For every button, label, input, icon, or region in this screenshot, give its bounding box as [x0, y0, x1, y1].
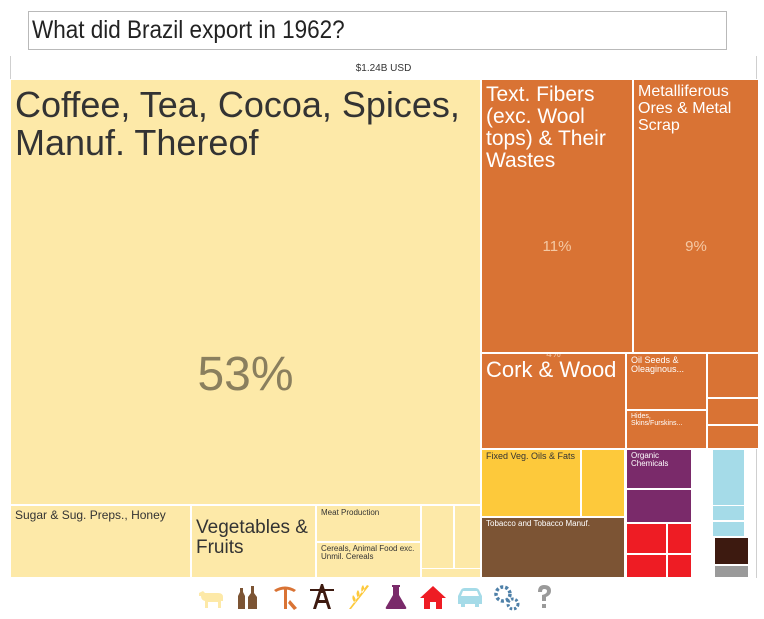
- treemap-tile[interactable]: Sugar & Sug. Preps., Honey4%: [10, 505, 191, 578]
- tile-label: Organic Chemicals: [631, 451, 669, 469]
- treemap-tile[interactable]: Hides, Skins/Furskins...0.8%: [626, 410, 707, 449]
- tile-label: Tobacco and Tobacco Manuf.: [486, 519, 590, 528]
- treemap-tile[interactable]: 0.27%: [707, 425, 759, 449]
- treemap-tile[interactable]: Cork & Wood 4%: [481, 353, 626, 449]
- tile-share-label: 11%: [542, 238, 572, 256]
- bottles-icon[interactable]: [233, 582, 263, 612]
- oil-rig-icon[interactable]: [307, 582, 337, 612]
- treemap-tile[interactable]: 0.87%: [581, 449, 625, 517]
- tile-share-label: 53%: [197, 348, 294, 402]
- tile-share-label: 9%: [685, 238, 707, 256]
- tile-label: Coffee, Tea, Cocoa, Spices, Manuf. There…: [15, 84, 460, 163]
- treemap-tile[interactable]: Meat Production1%: [316, 505, 421, 542]
- treemap-tile[interactable]: Oil Seeds & Oleaginous...1%: [626, 353, 707, 410]
- treemap-tile[interactable]: Cereals, Animal Food exc. Unmil. Cereals…: [316, 542, 421, 578]
- treemap-tile[interactable]: Text. Fibers (exc. Wool tops) & Their Wa…: [481, 79, 633, 353]
- treemap: Coffee, Tea, Cocoa, Spices, Manuf. There…: [10, 79, 759, 578]
- car-icon[interactable]: [455, 582, 485, 612]
- treemap-tile[interactable]: 0.26%: [714, 537, 749, 565]
- treemap-tile[interactable]: Fixed Veg. Oils & Fats2%: [481, 449, 581, 517]
- total-value-label: $1.24B USD: [355, 63, 412, 74]
- question-text: What did Brazil export in 1962?: [32, 16, 345, 44]
- house-icon[interactable]: [418, 582, 448, 612]
- treemap-tile[interactable]: 0.21%: [667, 523, 692, 554]
- tile-label: Hides, Skins/Furskins...: [631, 413, 683, 428]
- treemap-tile[interactable]: Organic Chemicals0.69%: [626, 449, 692, 489]
- question-box[interactable]: What did Brazil export in 1962?: [28, 11, 727, 50]
- treemap-tile[interactable]: Vegetables & Fruits2%: [191, 505, 316, 578]
- tile-label: Cork & Wood: [486, 357, 617, 382]
- category-bar: [0, 578, 764, 619]
- gears-icon[interactable]: [492, 582, 522, 612]
- tile-label: Meat Production: [321, 508, 380, 517]
- treemap-tile[interactable]: 0.36%: [454, 505, 481, 578]
- tile-share-label: 4%: [546, 353, 561, 360]
- flask-icon[interactable]: [381, 582, 411, 612]
- pickaxe-icon[interactable]: [270, 582, 300, 612]
- treemap-tile[interactable]: 0.36%: [707, 398, 759, 425]
- treemap-tile[interactable]: Tobacco and Tobacco Manuf.2%: [481, 517, 625, 578]
- treemap-tile[interactable]: 0.14%: [712, 521, 745, 537]
- wheat-icon[interactable]: [344, 582, 374, 612]
- treemap-tile[interactable]: 0.41%: [626, 523, 667, 554]
- tile-label: Oil Seeds & Oleaginous...: [631, 355, 685, 375]
- animal-icon[interactable]: [196, 582, 226, 612]
- tile-label: Metalliferous Ores & Metal Scrap: [638, 83, 732, 134]
- treemap-tile[interactable]: 0.14%: [667, 554, 692, 578]
- treemap-tile[interactable]: 0.33%: [421, 568, 481, 578]
- treemap-tile[interactable]: Coffee, Tea, Cocoa, Spices, Manuf. There…: [10, 79, 481, 505]
- tile-label: Text. Fibers (exc. Wool tops) & Their Wa…: [486, 83, 606, 173]
- tile-label: Sugar & Sug. Preps., Honey: [15, 508, 166, 522]
- treemap-tile[interactable]: 0.15%: [712, 505, 745, 521]
- treemap-tile[interactable]: Metalliferous Ores & Metal Scrap 9%: [633, 79, 759, 353]
- question-icon[interactable]: [529, 582, 559, 612]
- treemap-tile[interactable]: 0.16%: [714, 565, 749, 578]
- treemap-tile[interactable]: 0.63%: [707, 353, 759, 398]
- tile-label: Cereals, Animal Food exc. Unmil. Cereals: [321, 544, 415, 562]
- tile-label: Vegetables & Fruits: [196, 517, 308, 558]
- treemap-tile[interactable]: 0.23%: [626, 554, 667, 578]
- treemap-tile[interactable]: 0.54%: [626, 489, 692, 523]
- tile-label: Fixed Veg. Oils & Fats: [486, 451, 576, 461]
